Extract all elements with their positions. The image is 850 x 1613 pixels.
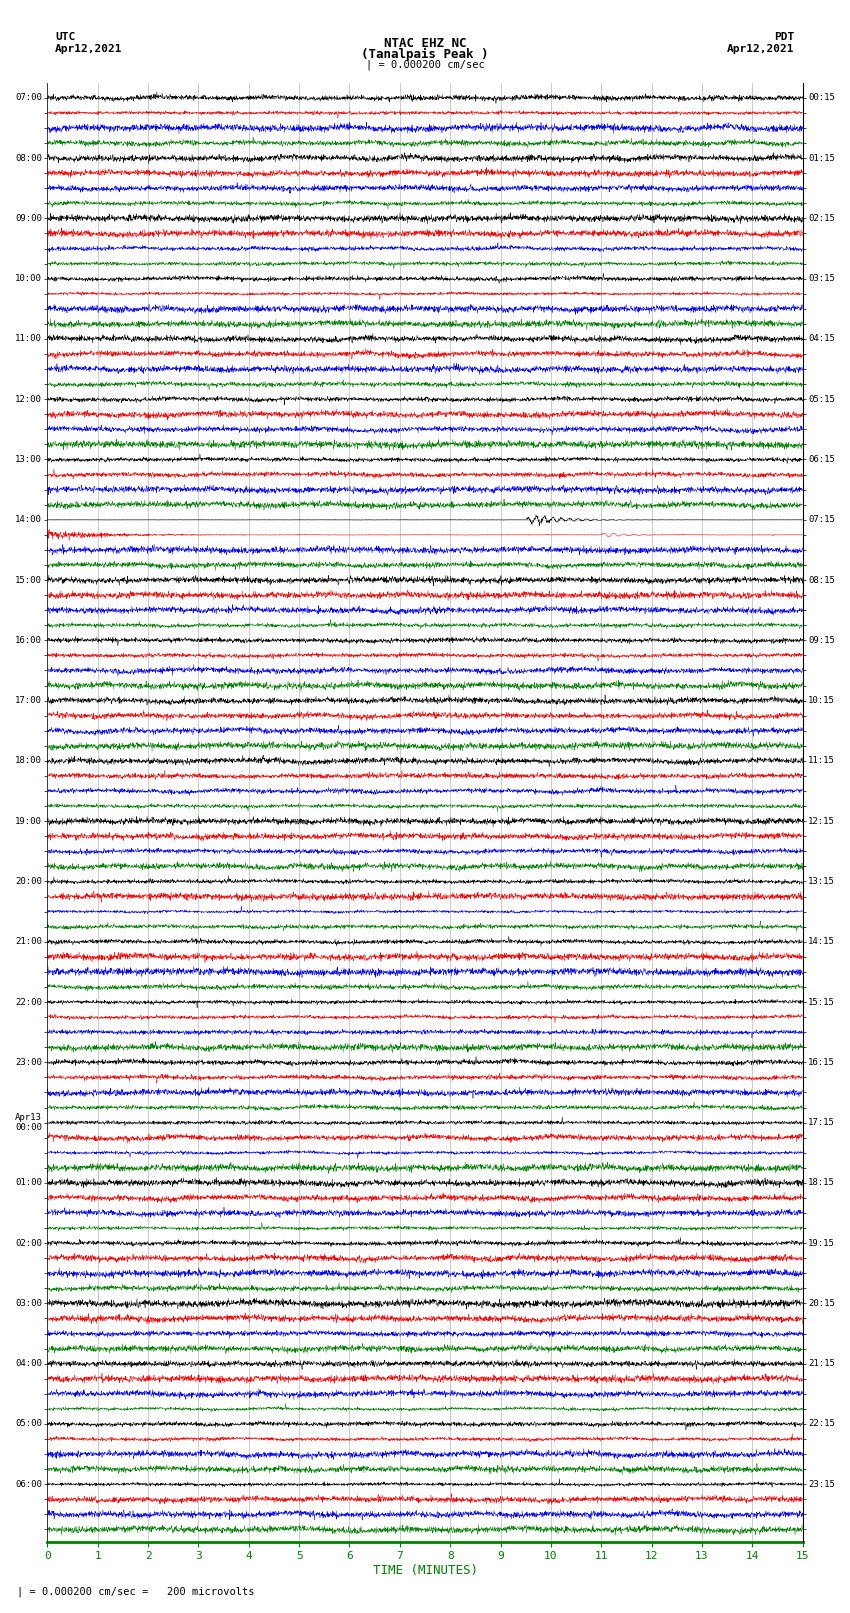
X-axis label: TIME (MINUTES): TIME (MINUTES) (372, 1565, 478, 1578)
Text: | = 0.000200 cm/sec: | = 0.000200 cm/sec (366, 60, 484, 71)
Text: (Tanalpais Peak ): (Tanalpais Peak ) (361, 48, 489, 61)
Text: Apr12,2021: Apr12,2021 (728, 44, 795, 53)
Text: UTC: UTC (55, 32, 76, 42)
Text: NTAC EHZ NC: NTAC EHZ NC (383, 37, 467, 50)
Text: Apr12,2021: Apr12,2021 (55, 44, 122, 53)
Text: | = 0.000200 cm/sec =   200 microvolts: | = 0.000200 cm/sec = 200 microvolts (17, 1586, 254, 1597)
Text: PDT: PDT (774, 32, 795, 42)
